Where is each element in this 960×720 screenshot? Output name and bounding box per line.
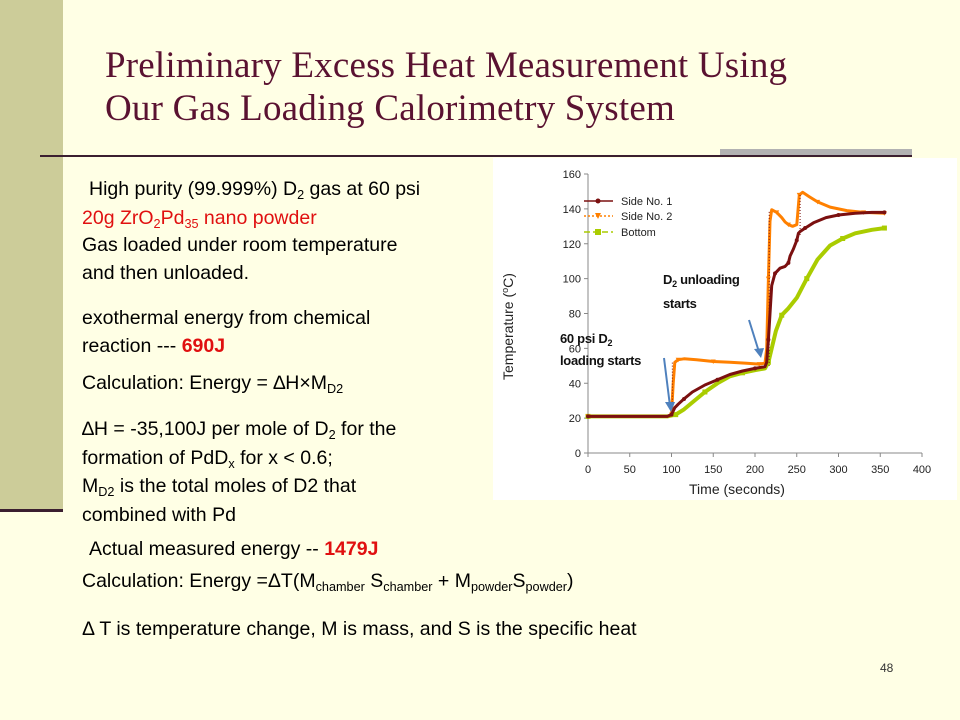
data-point xyxy=(794,238,799,243)
text-gas-purity: High purity (99.999%) D2 gas at 60 psi xyxy=(89,178,421,202)
data-point xyxy=(785,222,791,228)
y-tick-label: 160 xyxy=(563,169,581,181)
data-point xyxy=(673,412,679,418)
y-tick-label: 100 xyxy=(563,274,581,286)
series-line-side-no-2 xyxy=(586,190,886,418)
data-point xyxy=(715,377,720,382)
x-tick-label: 400 xyxy=(913,464,931,476)
data-point xyxy=(881,225,887,231)
text-calculation-2: Calculation: Energy =ΔT(Mchamber Schambe… xyxy=(82,570,574,594)
svg-text:starts: starts xyxy=(663,296,697,311)
x-tick-label: 200 xyxy=(746,464,764,476)
x-tick-label: 0 xyxy=(585,464,591,476)
x-tick-label: 50 xyxy=(624,464,636,476)
data-point xyxy=(753,366,757,371)
title-line-1: Preliminary Excess Heat Measurement Usin… xyxy=(105,45,788,86)
data-point xyxy=(702,389,708,395)
data-point xyxy=(774,210,780,215)
series-line-side-no-1 xyxy=(586,210,886,418)
svg-text:Side No. 2: Side No. 2 xyxy=(621,211,672,223)
annotation-unloading-arrowhead xyxy=(754,348,764,358)
svg-text:60 psi D2: 60 psi D2 xyxy=(560,331,612,348)
annotation-loading-arrow xyxy=(663,357,671,407)
decorative-side-band xyxy=(0,0,63,510)
text-exothermal: exothermal energy from chemical xyxy=(82,307,371,329)
data-point xyxy=(786,260,791,265)
y-tick-label: 80 xyxy=(569,309,581,321)
text-loaded: Gas loaded under room temperature xyxy=(82,234,398,256)
data-point xyxy=(669,412,674,417)
svg-text:D2 unloading: D2 unloading xyxy=(663,272,740,289)
decorative-left-rule xyxy=(0,509,63,512)
x-tick-label: 350 xyxy=(871,464,889,476)
data-point xyxy=(765,359,771,365)
text-delta-h: ∆H = -35,100J per mole of D2 for the xyxy=(82,418,397,442)
legend-item-side-1: Side No. 1 xyxy=(584,196,672,208)
title-line-2: Our Gas Loading Calorimetry System xyxy=(105,88,675,129)
y-tick-label: 140 xyxy=(563,204,581,216)
data-point xyxy=(803,226,808,231)
data-point xyxy=(804,276,810,282)
page-number: 48 xyxy=(880,661,894,675)
data-point xyxy=(836,212,841,217)
data-point xyxy=(766,337,771,342)
y-axis-label: Temperature (oC) xyxy=(500,273,516,380)
annotation-unloading-arrow xyxy=(748,319,760,353)
legend-item-side-2: Side No. 2 xyxy=(584,211,672,223)
chart-panel: 0 20 40 60 80 100 120 140 160 0 50 100 150 200 250 300… xyxy=(493,158,957,500)
x-axis-label: Time (seconds) xyxy=(689,481,785,497)
y-tick-label: 20 xyxy=(569,413,581,425)
data-point xyxy=(779,312,785,318)
svg-text:loading starts: loading starts xyxy=(560,353,641,368)
legend: Side No. 1 Side No. 2 Bottom xyxy=(584,196,672,239)
data-point xyxy=(682,396,687,401)
data-point xyxy=(756,362,762,367)
x-axis-ticks: 0 50 100 150 200 250 300 350 400 xyxy=(585,453,931,476)
transition-lines xyxy=(671,193,801,415)
decorative-accent-bar xyxy=(720,149,912,157)
text-unloaded: and then unloaded. xyxy=(82,262,249,284)
y-axis-ticks: 0 20 40 60 80 100 120 140 160 xyxy=(563,169,588,460)
temperature-chart: 0 20 40 60 80 100 120 140 160 0 50 100 150 200 250 300… xyxy=(500,169,931,497)
x-tick-label: 100 xyxy=(662,464,680,476)
text-actual-energy: Actual measured energy -- 1479J xyxy=(89,538,379,560)
annotation-unloading: D2 unloading starts xyxy=(663,272,764,358)
slide-title: Preliminary Excess Heat Measurement Usin… xyxy=(105,44,787,130)
data-point xyxy=(840,236,846,242)
x-tick-label: 250 xyxy=(788,464,806,476)
data-point xyxy=(710,359,716,364)
title-divider xyxy=(40,155,912,157)
y-tick-label: 120 xyxy=(563,239,581,251)
series-line-bottom xyxy=(586,226,887,419)
data-point xyxy=(586,414,590,419)
y-tick-label: 0 xyxy=(575,448,581,460)
data-point xyxy=(815,199,821,205)
data-point xyxy=(882,210,887,215)
data-point xyxy=(765,276,771,282)
data-point xyxy=(796,192,802,198)
text-combined: combined with Pd xyxy=(82,504,236,526)
data-point xyxy=(675,357,681,363)
text-reaction-energy: reaction --- 690J xyxy=(82,335,226,357)
text-formation: formation of PdDx for x < 0.6; xyxy=(82,447,333,471)
x-tick-label: 300 xyxy=(829,464,847,476)
text-md2: MD2 is the total moles of D2 that xyxy=(82,475,357,499)
series-group xyxy=(585,190,887,419)
x-tick-label: 150 xyxy=(704,464,722,476)
data-point xyxy=(739,370,745,376)
text-delta-t-definition: Δ T is temperature change, M is mass, an… xyxy=(82,618,637,640)
annotation-loading: 60 psi D2 loading starts xyxy=(560,331,675,412)
y-tick-label: 40 xyxy=(569,378,581,390)
svg-text:Bottom: Bottom xyxy=(621,227,656,239)
y-tick-label: 60 xyxy=(569,343,581,355)
data-point xyxy=(773,271,778,276)
text-calculation-1: Calculation: Energy = ∆H×MD2 xyxy=(82,372,344,396)
annotation-loading-arrowhead xyxy=(665,402,675,412)
text-powder: 20g ZrO2Pd35 nano powder xyxy=(82,207,317,231)
svg-text:Side No. 1: Side No. 1 xyxy=(621,196,672,208)
legend-item-bottom: Bottom xyxy=(584,227,656,239)
